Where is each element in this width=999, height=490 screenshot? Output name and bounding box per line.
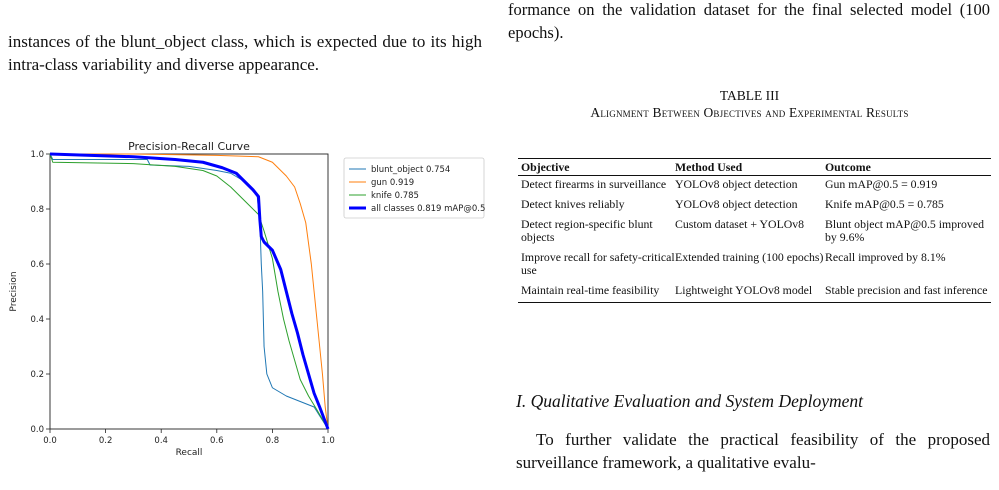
table-caption-title: TABLE III [719, 88, 780, 103]
y-tick-label: 0.8 [30, 205, 44, 215]
table-row: Detect firearms in surveillance YOLOv8 o… [518, 176, 991, 197]
table-cell: Knife mAP@0.5 = 0.785 [825, 197, 944, 211]
table-cell: Detect region-specific blunt objects [521, 217, 653, 244]
left-paragraph: instances of the blunt_object class, whi… [8, 32, 482, 74]
precision-recall-figure: Precision-Recall Curve 0.0 0.2 0.4 0.6 0.8 1.0… [0, 138, 490, 458]
y-tick-label: 0.6 [30, 260, 44, 270]
series-line [49, 152, 330, 430]
table-header-row: Objective Method Used Outcome [518, 158, 991, 176]
table-cell: Detect firearms in surveillance [521, 177, 667, 191]
table-cell: Maintain real-time feasibility [518, 282, 675, 303]
table-header-cell: Method Used [675, 158, 825, 176]
table-header-cell: Outcome [825, 158, 991, 176]
table-cell: Lightweight YOLOv8 model [675, 282, 825, 303]
x-tick-label: 0.2 [99, 436, 113, 446]
table-cell: Custom dataset + YOLOv8 [675, 217, 805, 231]
legend-entry: gun 0.919 [371, 178, 414, 188]
table-row: Maintain real-time feasibility Lightweig… [518, 282, 991, 303]
y-tick-label: 0.2 [30, 370, 44, 380]
y-tick-label: 0.0 [30, 425, 44, 435]
table-row: Detect region-specific blunt objects Cus… [518, 216, 991, 249]
table-header-cell: Objective [518, 158, 675, 176]
x-tick-label: 0.0 [43, 436, 57, 446]
legend-box [343, 157, 485, 219]
table-cell: Improve recall for safety-critical use [521, 250, 675, 277]
legend-entry: all classes 0.819 mAP@0.5 [371, 204, 485, 214]
y-tick-label: 1.0 [30, 150, 44, 160]
table-cell: YOLOv8 object detection [675, 177, 798, 191]
precision-recall-chart: Precision-Recall Curve 0.0 0.2 0.4 0.6 0.8 1.0… [9, 140, 485, 458]
series-line [49, 153, 329, 430]
left-column: instances of the blunt_object class, whi… [0, 0, 490, 490]
x-tick-label: 1.0 [321, 436, 335, 446]
x-axis-label: Recall [176, 448, 203, 458]
table-caption: TABLE III Alignment Between Objectives a… [508, 87, 991, 121]
table-cell: Extended training (100 epochs) [675, 250, 824, 264]
x-tick-label: 0.4 [154, 436, 168, 446]
x-tick-label: 0.8 [266, 436, 280, 446]
right-bottom-paragraph: To further validate the practical feasib… [516, 430, 990, 472]
right-top-paragraph: formance on the validation dataset for t… [508, 0, 990, 42]
y-tick-label: 0.4 [30, 315, 44, 325]
table-cell: Stable precision and fast inference [825, 282, 991, 303]
results-table: Objective Method Used Outcome Detect fir… [518, 158, 991, 303]
x-tick-label: 0.6 [210, 436, 224, 446]
series-line [50, 153, 329, 430]
table-row: Improve recall for safety-critical use E… [518, 249, 991, 282]
chart-title: Precision-Recall Curve [128, 140, 250, 153]
table-caption-subtitle: Alignment Between Objectives and Experim… [590, 105, 909, 120]
section-heading: I. Qualitative Evaluation and System Dep… [516, 391, 864, 411]
plot-frame [49, 153, 329, 430]
table-cell: Detect knives reliably [521, 197, 625, 211]
right-column: formance on the validation dataset for t… [508, 0, 999, 490]
legend-entry: blunt_object 0.754 [371, 165, 450, 175]
table-cell: Recall improved by 8.1% [825, 250, 946, 264]
table-row: Detect knives reliably YOLOv8 object det… [518, 196, 991, 216]
table-cell: Blunt object mAP@0.5 improved by 9.6% [825, 217, 984, 244]
legend-entry: knife 0.785 [371, 191, 419, 201]
table-cell: Gun mAP@0.5 = 0.919 [825, 177, 938, 191]
table-cell: YOLOv8 object detection [675, 197, 798, 211]
y-axis-label: Precision [9, 271, 19, 311]
